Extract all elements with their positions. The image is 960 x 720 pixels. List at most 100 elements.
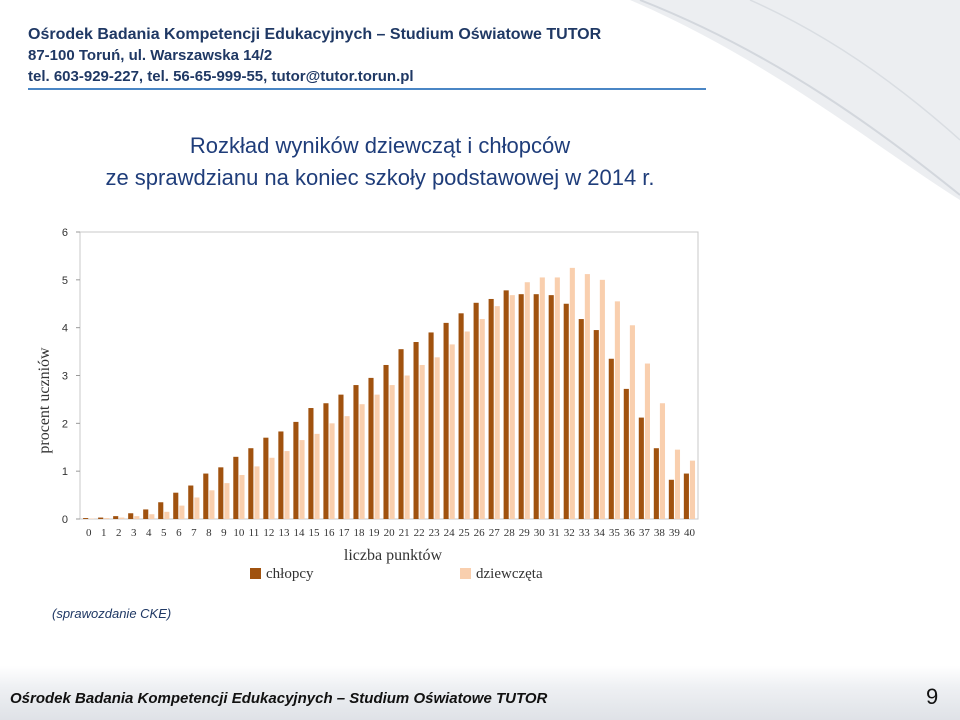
y-tick-label: 5 <box>62 275 68 287</box>
x-tick-label: 13 <box>278 527 290 539</box>
x-tick-label: 27 <box>489 527 501 539</box>
bar-girls <box>449 344 455 519</box>
x-tick-label: 19 <box>369 527 381 539</box>
bar-boys <box>203 473 209 519</box>
bar-girls <box>674 449 681 519</box>
header-address: 87-100 Toruń, ul. Warszawska 14/2 <box>28 47 273 64</box>
x-tick-label: 9 <box>221 527 227 539</box>
bar-boys <box>263 437 269 519</box>
bar-girls <box>209 490 215 519</box>
bar-boys <box>563 303 569 519</box>
bar-girls <box>179 505 185 519</box>
bar-girls <box>644 363 650 519</box>
bar-boys <box>488 298 494 519</box>
bar-boys <box>533 294 539 519</box>
bar-girls <box>509 295 515 519</box>
x-tick-label: 8 <box>206 527 212 539</box>
y-axis-label: procent uczniów <box>36 347 53 454</box>
bar-boys <box>413 342 419 519</box>
header-divider <box>28 88 706 90</box>
x-tick-label: 30 <box>534 527 546 539</box>
x-tick-label: 33 <box>579 527 591 539</box>
bar-girls <box>164 511 170 519</box>
x-tick-label: 10 <box>233 527 245 539</box>
x-tick-label: 26 <box>474 527 486 539</box>
header-block: Ośrodek Badania Kompetencji Edukacyjnych… <box>28 24 601 87</box>
bar-boys <box>173 492 179 519</box>
bar-boys <box>248 448 254 519</box>
bar-boys <box>338 394 344 519</box>
bar-girls <box>149 514 155 519</box>
bar-girls <box>239 474 245 519</box>
bar-girls <box>344 416 350 519</box>
page-number: 9 <box>926 684 939 709</box>
header-org-name: Ośrodek Badania Kompetencji Edukacyjnych… <box>28 26 602 43</box>
bar-boys <box>278 431 284 519</box>
bar-boys <box>368 377 374 519</box>
bar-girls <box>404 375 410 519</box>
bar-girls <box>419 364 425 519</box>
x-tick-label: 39 <box>669 527 681 539</box>
x-tick-label: 7 <box>191 527 197 539</box>
bar-girls <box>614 301 620 519</box>
bar-boys <box>458 313 464 519</box>
bar-boys <box>593 330 599 519</box>
bar-girls <box>599 279 605 519</box>
bar-girls <box>539 277 545 519</box>
bar-girls <box>119 517 125 519</box>
x-tick-label: 12 <box>263 527 274 539</box>
legend-label-boys: chłopcy <box>266 566 314 582</box>
x-tick-label: 4 <box>146 527 152 539</box>
x-tick-label: 34 <box>594 527 606 539</box>
bar-girls <box>434 357 440 519</box>
bar-boys <box>293 421 299 519</box>
bar-girls <box>89 518 95 520</box>
x-tick-label: 0 <box>86 527 92 539</box>
bar-girls <box>269 457 275 519</box>
x-tick-label: 23 <box>429 527 441 539</box>
legend-swatch-girls <box>460 568 471 579</box>
x-tick-label: 22 <box>414 527 425 539</box>
x-tick-label: 2 <box>116 527 122 539</box>
x-tick-label: 5 <box>161 527 167 539</box>
bar-boys <box>548 295 554 519</box>
bar-boys <box>383 364 389 519</box>
x-tick-label: 14 <box>293 527 305 539</box>
bar-boys <box>518 294 524 519</box>
y-tick-label: 0 <box>62 514 68 526</box>
bar-boys <box>503 290 509 519</box>
x-tick-label: 40 <box>684 527 696 539</box>
bar-boys <box>623 388 629 519</box>
bar-girls <box>194 497 200 519</box>
x-tick-label: 36 <box>624 527 636 539</box>
bar-boys <box>443 322 449 519</box>
bar-girls <box>224 483 230 519</box>
bar-girls <box>584 274 590 519</box>
bar-boys <box>398 349 404 519</box>
bar-boys <box>143 509 149 519</box>
bar-girls <box>389 385 395 519</box>
bar-boys <box>113 516 119 519</box>
bar-girls <box>104 518 110 519</box>
bar-girls <box>299 440 305 519</box>
bar-girls <box>284 451 290 519</box>
x-tick-label: 32 <box>564 527 575 539</box>
bar-boys <box>188 485 194 519</box>
bar-boys <box>638 417 644 519</box>
bar-boys <box>158 502 164 519</box>
footer-text: Ośrodek Badania Kompetencji Edukacyjnych… <box>10 690 548 707</box>
bar-girls <box>659 403 666 519</box>
x-tick-label: 15 <box>308 527 320 539</box>
chart-title-line1: Rozkład wyników dziewcząt i chłopców <box>189 133 571 158</box>
bar-girls <box>359 404 365 519</box>
x-tick-label: 25 <box>459 527 471 539</box>
y-tick-label: 1 <box>62 466 68 478</box>
bar-boys <box>98 517 104 519</box>
y-tick-label: 6 <box>62 227 68 239</box>
bar-boys <box>218 467 224 519</box>
legend-label-girls: dziewczęta <box>476 566 543 582</box>
bar-girls <box>464 331 470 519</box>
header-contact: tel. 603-929-227, tel. 56-65-999-55, tut… <box>28 68 414 85</box>
bar-girls <box>569 267 575 519</box>
bar-boys <box>683 473 689 519</box>
